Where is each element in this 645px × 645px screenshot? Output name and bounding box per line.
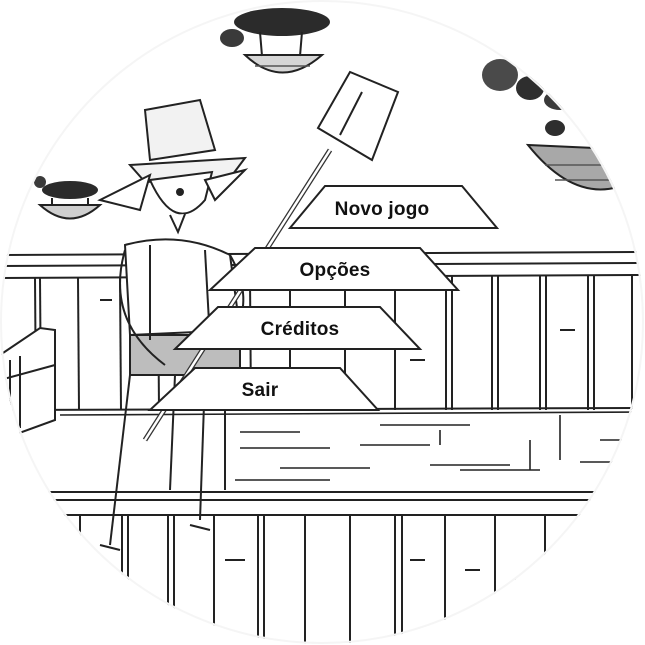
flying-boat-top — [220, 8, 330, 74]
menu-item-credits[interactable]: Créditos — [172, 306, 423, 350]
wooden-deck — [59, 411, 644, 481]
menu-item-options[interactable]: Opções — [207, 247, 461, 291]
menu-item-label: Sair — [242, 380, 279, 401]
menu-item-label: Novo jogo — [335, 199, 430, 220]
menu-item-new-game[interactable]: Novo jogo — [287, 185, 500, 229]
menu-item-label: Opções — [300, 260, 371, 281]
menu-item-exit[interactable]: Sair — [147, 367, 381, 411]
main-menu: Novo jogo Opções Créditos Sair — [147, 185, 500, 411]
flying-boat-left — [34, 176, 103, 220]
menu-item-label: Créditos — [261, 319, 340, 340]
